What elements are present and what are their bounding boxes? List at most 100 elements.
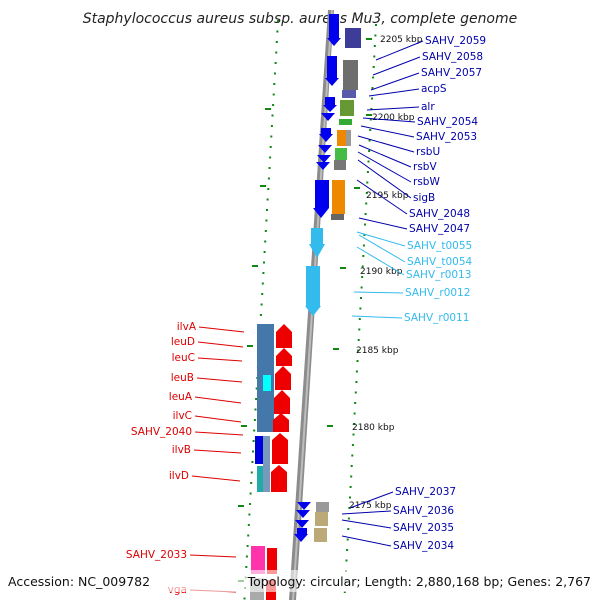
major-tick [354, 187, 360, 189]
kbp-label: 2190 kbp [360, 267, 403, 277]
tick-mark [255, 398, 258, 400]
tick-mark [263, 261, 265, 264]
tick-mark [346, 538, 349, 541]
gene-label: sigB [413, 192, 435, 204]
gene-label: SAHV_2036 [393, 505, 454, 517]
gene-label: SAHV_2033 [126, 549, 187, 561]
tick-mark [252, 440, 255, 442]
tick-mark [266, 198, 269, 201]
tick-mark [351, 454, 354, 457]
tick-mark [357, 349, 360, 352]
tick-mark [271, 114, 274, 117]
tick-mark [270, 125, 273, 127]
blue-gene-arrows-upper [313, 14, 341, 218]
gene-label: acpS [421, 83, 447, 95]
tick-mark [270, 135, 273, 138]
tick-mark [272, 104, 275, 106]
tick-mark [365, 202, 368, 205]
kbp-label: 2205 kbp [380, 35, 423, 45]
gene-label: ilvA [177, 321, 197, 333]
tick-mark [248, 513, 251, 516]
gene-label: ilvD [169, 470, 189, 482]
tick-mark [374, 34, 377, 37]
tick-mark [255, 387, 258, 390]
leader-line [196, 377, 243, 383]
tick-mark [245, 555, 248, 558]
tick-mark [373, 45, 376, 47]
tick-mark [249, 492, 252, 495]
tick-mark [246, 545, 249, 547]
tick-mark [354, 402, 357, 404]
tick-mark [363, 234, 366, 236]
major-tick [333, 348, 339, 350]
tick-mark [356, 360, 359, 362]
tick-mark [358, 318, 361, 320]
tick-mark [259, 314, 262, 316]
leader-line [357, 159, 412, 199]
right-gene-labels: SAHV_2059 SAHV_2058 SAHV_2057 acpS alr SAHV_2… [341, 35, 486, 552]
gene-label: SAHV_2059 [425, 35, 486, 47]
tick-mark [351, 444, 354, 446]
major-tick [366, 38, 372, 40]
tick-mark [371, 97, 373, 100]
tick-mark [369, 129, 372, 131]
major-tick [260, 185, 266, 187]
leader-line [357, 151, 412, 183]
major-tick [247, 345, 253, 347]
tick-mark [359, 307, 362, 310]
gene-label: SAHV_2054 [417, 116, 478, 128]
tick-mark [362, 255, 365, 257]
tick-mark [249, 503, 251, 505]
gene-label: rsbW [413, 176, 440, 188]
gene-label: ilvB [172, 444, 191, 456]
major-tick [238, 505, 244, 507]
tick-mark [364, 223, 366, 226]
gene-label: SAHV_2053 [416, 131, 477, 143]
gene-label: leuC [172, 352, 195, 364]
tick-mark [352, 433, 355, 436]
tick-mark [275, 41, 278, 43]
tick-mark [347, 517, 350, 520]
tick-mark [349, 496, 351, 499]
tick-mark [253, 419, 256, 421]
gene-label: SAHV_2058 [422, 51, 483, 63]
leader-line [197, 357, 243, 362]
tick-mark [366, 181, 369, 184]
gene-label: leuD [171, 336, 195, 348]
map-title: Staphylococcus aureus subsp. aureus Mu3,… [83, 11, 518, 27]
tick-mark [355, 381, 358, 383]
tick-mark [251, 461, 254, 463]
tick-mark [266, 209, 268, 211]
tick-mark [350, 475, 353, 478]
tick-mark [243, 597, 246, 600]
gene-label: ilvC [173, 410, 192, 422]
tick-mark [353, 412, 356, 415]
gene-label: leuA [169, 391, 193, 403]
tick-mark [354, 391, 357, 394]
tick-mark [274, 62, 277, 64]
leader-line [341, 519, 392, 529]
leader-line [358, 217, 408, 230]
tick-mark [368, 139, 371, 142]
gene-label: SAHV_2040 [131, 426, 192, 438]
tick-mark [261, 293, 264, 295]
tick-mark [272, 93, 275, 96]
tick-mark [260, 303, 263, 306]
leader-line [358, 234, 406, 263]
leader-line [351, 315, 403, 319]
gene-label: SAHV_2035 [393, 522, 454, 534]
cog-boxes-upper [331, 28, 361, 220]
tick-mark [250, 471, 253, 474]
tick-mark [273, 83, 276, 85]
tick-mark [264, 240, 267, 243]
leader-line [366, 106, 420, 111]
tick-mark [267, 188, 270, 190]
gene-label: rsbU [416, 146, 440, 158]
major-tick [252, 265, 258, 267]
gene-label: alr [421, 101, 435, 113]
footer-backdrop [0, 570, 600, 592]
major-tick [241, 425, 247, 427]
gene-label: SAHV_r0012 [405, 287, 470, 299]
tick-mark [264, 230, 267, 232]
tick-mark [268, 167, 271, 169]
